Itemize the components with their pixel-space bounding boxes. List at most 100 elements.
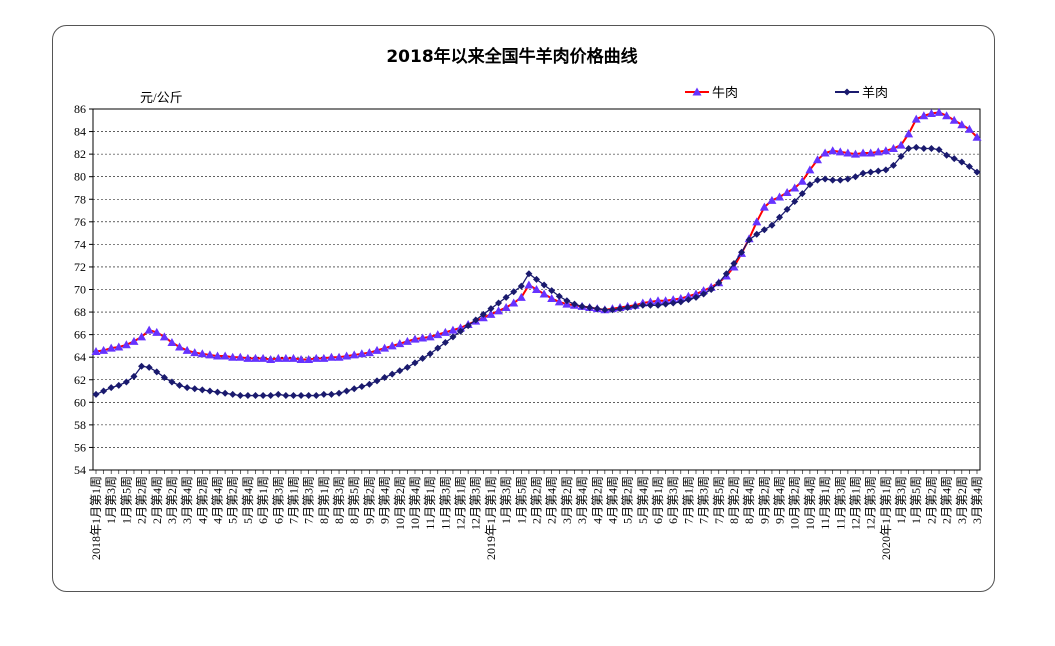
x-tick-label: 1月第5周 [514,476,528,524]
marker [843,88,851,96]
x-tick-label: 1月第3周 [104,476,118,524]
marker [213,351,223,360]
marker [167,338,177,347]
marker [874,167,882,175]
marker [692,293,700,301]
marker [821,175,829,183]
chart-frame [52,25,995,592]
x-tick-label: 3月第4周 [970,476,984,524]
x-tick-label: 4月第4周 [605,476,619,524]
marker [927,144,935,152]
y-tick-label: 70 [74,283,86,297]
x-tick-label: 11月第3周 [438,476,452,530]
x-tick-label: 4月第2周 [195,476,209,524]
marker [631,302,639,310]
marker [593,305,601,313]
x-tick-label: 7月第3周 [302,476,316,524]
marker [760,226,768,234]
x-tick-label: 2月第2周 [924,476,938,524]
marker [297,392,305,400]
x-tick-label: 2月第2周 [135,476,149,524]
marker [464,322,472,330]
marker [495,299,503,307]
marker [843,148,853,157]
marker [387,341,397,350]
marker [457,327,465,335]
marker [335,389,343,397]
marker [160,373,168,381]
marker [396,367,404,375]
y-tick-label: 56 [74,440,86,454]
marker [904,129,914,138]
marker [920,144,928,152]
marker [905,144,913,152]
x-tick-label: 7月第5周 [712,476,726,524]
marker [129,336,139,345]
marker [175,342,185,351]
x-tick-label: 11月第3周 [833,476,847,530]
marker [934,107,944,116]
x-tick-label: 5月第2周 [226,476,240,524]
marker [267,392,275,400]
marker [715,279,723,287]
marker [99,345,109,354]
marker [258,353,268,362]
y-tick-label: 72 [74,260,86,274]
y-tick-label: 62 [74,373,86,387]
x-tick-label: 10月第2周 [393,476,407,530]
marker [578,302,586,310]
marker [327,390,335,398]
x-tick-label: 6月第1周 [651,476,665,524]
marker [115,381,123,389]
marker [381,373,389,381]
marker [433,330,443,339]
marker [326,352,336,361]
marker [502,293,510,301]
marker [691,289,701,298]
x-tick-label: 12月第1周 [848,476,862,530]
marker [509,298,519,307]
marker [820,148,830,157]
marker [168,378,176,386]
marker [206,387,214,395]
y-tick-label: 66 [74,328,86,342]
marker [334,352,344,361]
marker [472,316,480,324]
x-tick-label: 7月第1周 [681,476,695,524]
marker [501,303,511,312]
marker [159,332,169,341]
marker [312,392,320,400]
marker [153,368,161,376]
x-tick-label: 8月第1周 [317,476,331,524]
marker [145,363,153,371]
marker [964,124,974,133]
marker [805,165,815,174]
marker [539,289,549,298]
marker [183,384,191,392]
x-tick-label: 3月第4周 [180,476,194,524]
x-tick-label: 3月第2周 [560,476,574,524]
x-tick-label: 9月第4周 [773,476,787,524]
marker [759,202,769,211]
marker [608,306,616,314]
marker [753,230,761,238]
marker [235,352,245,361]
marker [586,304,594,312]
marker [349,350,359,359]
x-tick-label: 7月第3周 [697,476,711,524]
marker [517,282,525,290]
marker [829,176,837,184]
marker [722,270,730,278]
marker [191,385,199,393]
x-tick-label: 3月第2周 [955,476,969,524]
marker [881,146,891,155]
marker [882,166,890,174]
marker [198,386,206,394]
x-tick-label: 11月第1周 [818,476,832,530]
x-tick-label: 4月第2周 [590,476,604,524]
y-axis-label: 元/公斤 [140,90,183,105]
y-tick-label: 82 [74,147,86,161]
marker [411,359,419,367]
marker [311,353,321,362]
marker [289,392,297,400]
